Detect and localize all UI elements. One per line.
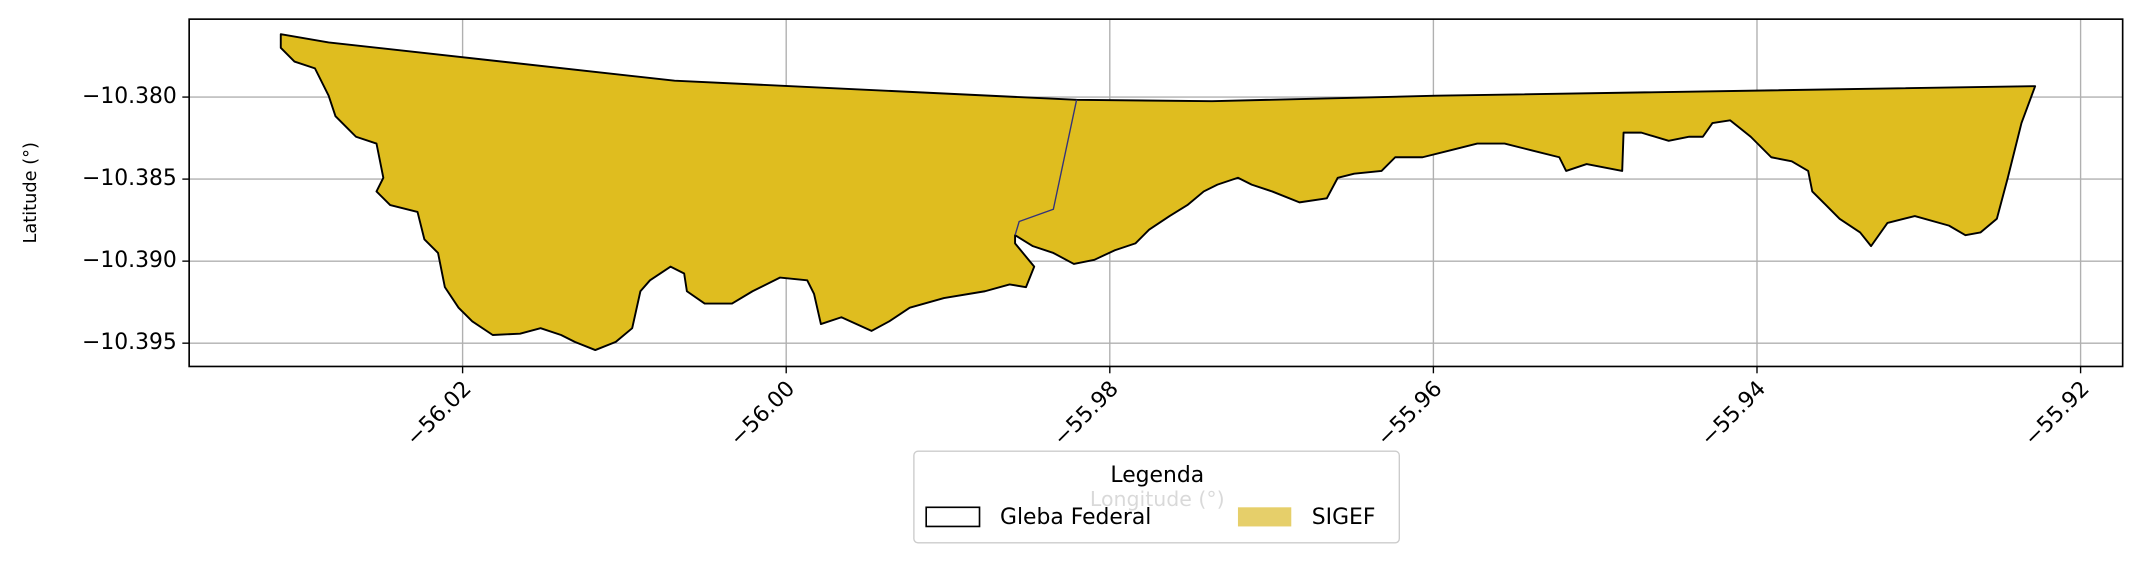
y-tick-label: −10.390 [82,248,177,273]
x-tick-label: −56.00 [725,376,800,451]
legend-swatch [1237,507,1292,527]
y-axis-label: Latitude (°) [21,142,41,244]
y-tick-label: −10.385 [82,166,177,191]
x-tick-label: −56.02 [402,376,477,451]
legend-label: Gleba Federal [1000,505,1151,530]
x-tick-label: −55.98 [1049,376,1124,451]
axes-frame [188,18,2124,368]
legend-label: SIGEF [1312,505,1376,530]
sigef-parcel [279,33,2037,352]
legend-swatch [925,506,981,528]
x-tick-label: −55.92 [2020,376,2095,451]
y-tick-label: −10.395 [82,330,177,355]
legend: Legenda Gleba Federal SIGEF [913,450,1400,544]
legend-title: Legenda [1110,463,1204,488]
y-tick-label: −10.380 [82,84,177,109]
x-tick-label: −55.94 [1696,376,1771,451]
parcel-divider [1014,99,1078,236]
x-tick-label: −55.96 [1372,376,1447,451]
